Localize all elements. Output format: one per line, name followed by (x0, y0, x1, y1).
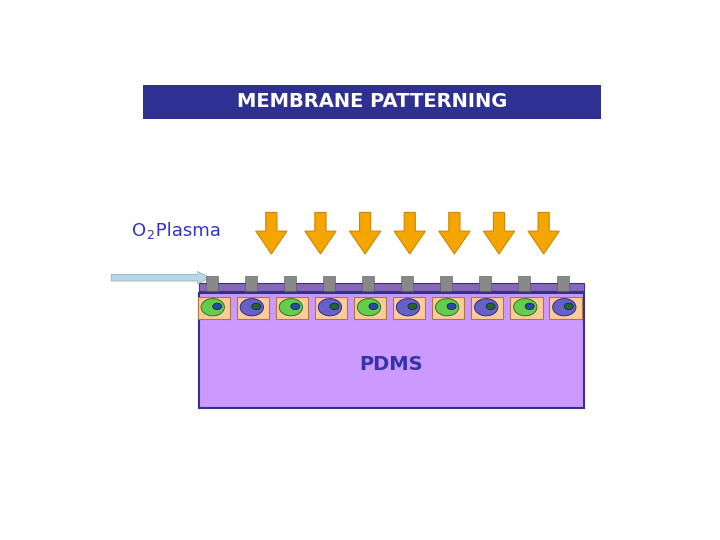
Ellipse shape (212, 303, 222, 309)
Bar (549, 297, 582, 319)
Ellipse shape (291, 303, 300, 309)
Bar (471, 297, 503, 319)
Bar (557, 275, 570, 292)
Ellipse shape (240, 299, 264, 316)
Ellipse shape (252, 303, 261, 309)
Bar (199, 283, 584, 292)
Ellipse shape (564, 303, 573, 309)
Ellipse shape (513, 299, 537, 316)
Ellipse shape (436, 299, 459, 316)
Bar (393, 297, 426, 319)
Bar (276, 297, 308, 319)
Text: Plasma: Plasma (150, 222, 221, 240)
Text: 2: 2 (145, 229, 153, 242)
Ellipse shape (525, 303, 534, 309)
Polygon shape (394, 212, 426, 254)
Ellipse shape (318, 299, 341, 316)
Bar (198, 297, 230, 319)
Bar (510, 297, 543, 319)
Text: MEMBRANE PATTERNING: MEMBRANE PATTERNING (237, 92, 507, 111)
FancyArrow shape (111, 272, 210, 284)
Bar (205, 275, 217, 292)
Polygon shape (256, 212, 287, 254)
Bar (479, 275, 491, 292)
Ellipse shape (330, 303, 339, 309)
Bar (361, 275, 374, 292)
Ellipse shape (553, 299, 576, 316)
Ellipse shape (357, 299, 381, 316)
Ellipse shape (408, 303, 417, 309)
Bar (143, 85, 600, 119)
Bar (284, 275, 296, 292)
Bar (354, 297, 387, 319)
Ellipse shape (279, 299, 302, 316)
Polygon shape (528, 212, 559, 254)
Bar (432, 297, 464, 319)
Ellipse shape (369, 303, 378, 309)
Text: O: O (132, 222, 146, 240)
Polygon shape (349, 212, 381, 254)
Bar (323, 275, 335, 292)
Bar (401, 275, 413, 292)
Bar (315, 297, 347, 319)
Bar (199, 294, 584, 408)
Ellipse shape (447, 303, 456, 309)
Ellipse shape (474, 299, 498, 316)
Bar (440, 275, 452, 292)
Ellipse shape (397, 299, 420, 316)
Bar (245, 275, 257, 292)
Ellipse shape (486, 303, 495, 309)
Ellipse shape (201, 299, 225, 316)
Polygon shape (305, 212, 336, 254)
Polygon shape (483, 212, 515, 254)
Bar (518, 275, 530, 292)
Polygon shape (438, 212, 470, 254)
Bar (237, 297, 269, 319)
Text: PDMS: PDMS (359, 355, 423, 374)
